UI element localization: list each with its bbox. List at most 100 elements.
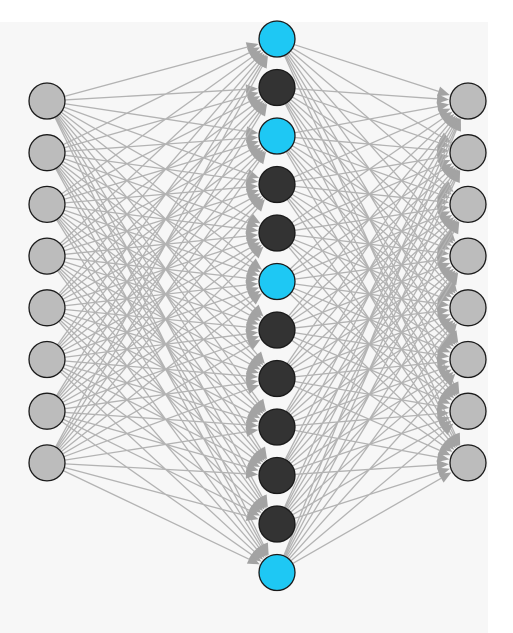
hidden-neuron-4 <box>258 165 296 204</box>
edge-l0-0-to-4 <box>62 109 251 219</box>
edge-l1-8-to-0 <box>285 127 453 412</box>
edge-l1-8-to-7-arrowhead <box>436 452 450 463</box>
edge-l1-3-to-4 <box>291 193 443 292</box>
connection-layer <box>54 42 461 565</box>
edge-l1-10-to-6-arrowhead <box>438 420 452 432</box>
edge-l0-2-to-5-arrowhead <box>246 266 259 277</box>
edge-l1-0-to-0 <box>293 43 439 93</box>
edge-l0-6-to-9-arrowhead <box>245 462 259 472</box>
edge-l0-3-to-3 <box>63 193 248 252</box>
edge-l0-7-to-6-arrowhead <box>247 339 261 350</box>
edge-l0-1-to-6 <box>60 163 253 312</box>
edge-l1-3-to-3 <box>293 190 440 246</box>
edge-l0-6-to-0 <box>55 65 262 397</box>
edge-l1-6-to-3 <box>293 266 440 325</box>
edge-l1-3-to-2 <box>294 185 438 202</box>
edge-l0-3-to-2 <box>62 149 250 249</box>
edge-l1-5-to-0 <box>289 121 446 270</box>
edge-l0-0-to-7 <box>57 114 258 356</box>
edge-l1-11-to-6-arrowhead <box>441 423 454 436</box>
edge-l0-7-to-6 <box>62 344 251 455</box>
edge-l0-1-to-10 <box>55 167 262 498</box>
edge-l0-5-to-7-arrowhead <box>245 370 259 381</box>
edge-l0-4-to-3 <box>62 198 250 300</box>
edge-l0-6-to-8-arrowhead <box>245 419 259 430</box>
edge-l1-2-to-2 <box>293 141 440 195</box>
edge-l1-8-to-6-arrowhead <box>436 408 450 419</box>
edge-l1-6-to-0 <box>288 124 449 317</box>
edge-l0-4-to-2 <box>61 154 253 298</box>
edge-l1-11-to-3 <box>285 282 453 558</box>
edge-l1-11-to-2 <box>284 231 455 557</box>
edge-l1-6-to-4 <box>294 310 438 329</box>
edge-l0-2-to-7 <box>60 214 253 361</box>
edge-l1-4-to-4 <box>293 238 440 298</box>
input-neuron-3 <box>28 185 66 224</box>
edge-l1-1-to-2 <box>292 96 442 189</box>
edge-l0-1-to-8 <box>58 166 258 404</box>
edge-l1-7-to-7-arrowhead <box>437 445 451 456</box>
edge-l1-2-to-1 <box>294 136 438 151</box>
input-neuron-6 <box>28 340 66 379</box>
edge-l1-0-to-0-arrowhead <box>436 86 450 97</box>
edge-l0-7-to-10-arrowhead <box>245 511 259 521</box>
output-neuron-5 <box>449 289 487 327</box>
edge-l0-7-to-2-arrowhead <box>255 151 267 165</box>
edge-l0-7-to-5 <box>60 300 254 453</box>
edge-l1-11-to-3-arrowhead <box>447 272 459 286</box>
edge-l0-7-to-11 <box>62 470 250 560</box>
edge-l0-7-to-4-arrowhead <box>251 246 264 259</box>
edge-l0-7-to-1 <box>55 113 262 448</box>
edge-l0-0-to-5 <box>60 111 254 263</box>
edge-l1-9-to-7 <box>294 464 438 475</box>
edge-l0-6-to-2 <box>58 159 258 398</box>
edge-l0-6-to-11 <box>61 421 252 556</box>
edge-l1-11-to-6 <box>290 430 445 562</box>
edge-l0-0-to-3 <box>63 106 249 175</box>
edge-l1-10-to-6 <box>292 426 442 516</box>
edge-l0-5-to-9 <box>62 367 250 463</box>
input-neuron-4 <box>28 237 66 275</box>
edge-l0-3-to-6-arrowhead <box>245 315 259 326</box>
edge-l1-7-to-6-arrowhead <box>436 401 450 411</box>
edge-l1-9-to-7-arrowhead <box>436 459 450 470</box>
edge-l0-4-to-11 <box>58 320 258 550</box>
output-neuron-4 <box>449 237 487 275</box>
edge-l1-4-to-6 <box>289 244 446 391</box>
edge-l0-7-to-1-arrowhead <box>256 103 268 117</box>
edge-l0-3-to-1 <box>61 105 253 246</box>
edge-l1-5-to-2 <box>293 215 440 276</box>
edge-l1-7-to-0 <box>286 126 451 365</box>
edge-l0-5-to-11 <box>59 371 255 552</box>
edge-l1-1-to-0 <box>294 88 438 100</box>
edge-l0-3-to-0 <box>59 59 255 245</box>
edge-l1-3-to-5-arrowhead <box>441 334 454 347</box>
edge-l1-4-to-3 <box>294 234 438 254</box>
edge-l0-7-to-8-arrowhead <box>245 426 259 437</box>
edge-l0-1-to-1 <box>64 95 248 149</box>
edge-l0-1-to-7-arrowhead <box>251 353 264 366</box>
edge-l0-2-to-8-arrowhead <box>251 401 264 414</box>
edge-l0-7-to-2 <box>56 160 260 449</box>
edge-l0-2-to-2 <box>64 144 248 200</box>
edge-l1-11-to-7 <box>292 477 442 565</box>
edge-l0-2-to-0 <box>61 56 253 195</box>
edge-l0-5-to-10 <box>61 369 253 507</box>
edge-l0-7-to-3-arrowhead <box>253 199 265 212</box>
edge-l0-0-to-9 <box>55 115 262 450</box>
edge-l1-2-to-4 <box>289 147 446 288</box>
edge-l0-6-to-1 <box>56 112 260 397</box>
edge-l0-7-to-8 <box>64 431 247 461</box>
input-neuron-5 <box>28 289 66 327</box>
edge-l0-5-to-4 <box>62 247 251 352</box>
edge-l1-4-to-0 <box>291 118 443 224</box>
edge-l1-11-to-7-arrowhead <box>438 472 452 483</box>
hidden-neuron-1 <box>258 20 296 58</box>
hidden-neuron-10 <box>258 456 296 495</box>
input-neuron-7 <box>28 392 66 430</box>
edge-l1-5-to-3 <box>294 259 438 280</box>
edge-l0-1-to-11 <box>55 168 263 546</box>
output-neuron-2 <box>449 134 487 172</box>
hidden-neuron-8 <box>258 359 296 398</box>
edge-l0-2-to-11 <box>55 219 262 547</box>
